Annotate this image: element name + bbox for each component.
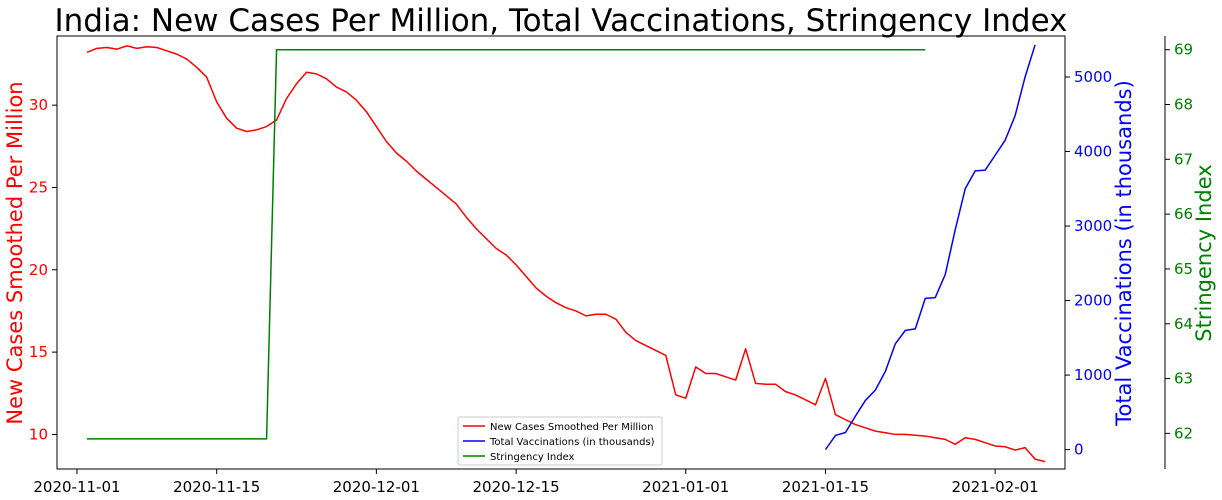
x-tick-label: 2021-02-01	[952, 478, 1039, 496]
left-tick-label: 30	[29, 96, 48, 114]
legend-entry-vaccinations: Total Vaccinations (in thousands)	[489, 437, 655, 448]
right-axis: 0 1000 2000 3000 4000 5000	[1065, 68, 1112, 459]
legend-entry-stringency: Stringency Index	[490, 452, 575, 463]
legend-entry-cases: New Cases Smoothed Per Million	[490, 422, 653, 433]
x-axis: 2020-11-01 2020-11-15 2020-12-01 2020-12-15…	[33, 469, 1039, 496]
right-tick-label: 1000	[1074, 366, 1112, 384]
plot-frame	[56, 35, 1066, 470]
x-tick-label: 2020-12-15	[472, 478, 559, 496]
right-tick-label: 0	[1074, 441, 1084, 459]
legend: New Cases Smoothed Per Million Total Vac…	[457, 416, 663, 466]
chart-title: India: New Cases Per Million, Total Vacc…	[55, 3, 1068, 39]
right-tick-label: 2000	[1074, 292, 1112, 310]
left-tick-label: 15	[29, 343, 48, 361]
series-line-stringency	[86, 48, 926, 440]
left-axis-label: New Cases Smoothed Per Million	[3, 81, 27, 424]
series-layer	[86, 44, 1046, 463]
stringency-axis: 62 63 64 65 66 67 68 69	[1165, 41, 1193, 442]
right-tick-label: 3000	[1074, 217, 1112, 235]
x-tick-label: 2020-11-15	[173, 478, 260, 496]
right-axis-label: Total Vaccinations (in thousands)	[1112, 80, 1136, 427]
stringency-tick-label: 63	[1174, 370, 1193, 388]
x-tick-label: 2021-01-01	[642, 478, 729, 496]
stringency-tick-label: 69	[1174, 41, 1193, 59]
stringency-tick-label: 65	[1174, 260, 1193, 278]
series-line-cases	[86, 45, 1046, 463]
left-tick-label: 20	[29, 261, 48, 279]
legend-box	[457, 416, 663, 466]
stringency-tick-label: 68	[1174, 96, 1193, 114]
stringency-tick-label: 66	[1174, 205, 1193, 223]
left-axis: 10 15 20 25 30	[29, 96, 57, 443]
series-line-vaccinations	[824, 44, 1036, 451]
x-tick-label: 2021-01-15	[782, 478, 869, 496]
stringency-tick-label: 67	[1174, 150, 1193, 168]
right-tick-label: 5000	[1074, 68, 1112, 86]
stringency-tick-label: 62	[1174, 424, 1193, 442]
left-tick-label: 25	[29, 178, 48, 196]
x-tick-label: 2020-11-01	[33, 478, 120, 496]
left-tick-label: 10	[29, 425, 48, 443]
x-tick-label: 2020-12-01	[333, 478, 420, 496]
stringency-axis-label: Stringency Index	[1192, 164, 1216, 341]
stringency-tick-label: 64	[1174, 315, 1193, 333]
right-tick-label: 4000	[1074, 143, 1112, 161]
